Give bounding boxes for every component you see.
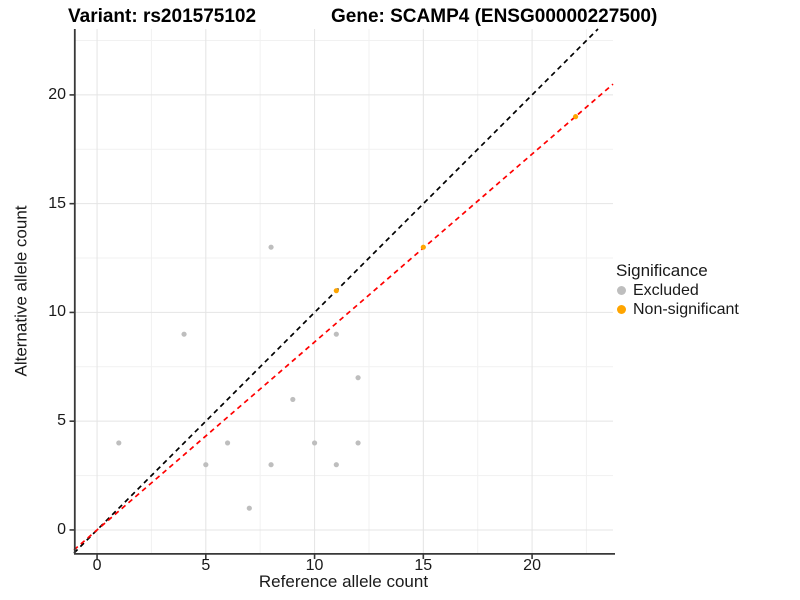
y-tick-label: 10 <box>48 303 66 321</box>
data-point-excluded <box>268 244 274 250</box>
x-tick-label: 0 <box>92 557 102 574</box>
non-significant-dot-icon <box>617 305 626 314</box>
y-tick-label: 0 <box>57 520 66 538</box>
data-point-non-significant <box>572 114 579 120</box>
x-axis-title: Reference allele count <box>258 572 429 591</box>
y-axis-title-box: Alternative allele count <box>0 29 44 553</box>
data-point-excluded <box>203 462 209 468</box>
data-point-excluded <box>355 440 361 446</box>
x-tick-label: 15 <box>414 557 433 574</box>
y-tick-label: 20 <box>48 85 66 103</box>
y-axis-title: Alternative allele count <box>12 205 32 377</box>
data-point-excluded <box>333 462 339 468</box>
x-tick-label: 5 <box>201 557 211 574</box>
y-tick-label: 5 <box>57 412 66 430</box>
data-point-non-significant <box>333 288 339 294</box>
data-point-excluded <box>268 462 274 468</box>
legend-label-excluded: Excluded <box>633 281 699 299</box>
data-point-excluded <box>311 440 318 446</box>
data-point-excluded <box>246 505 252 511</box>
legend-item-excluded: Excluded <box>616 281 739 300</box>
excluded-dot-icon <box>617 286 626 295</box>
variant-title: Variant: rs201575102 <box>68 6 257 27</box>
data-point-excluded <box>224 440 231 446</box>
data-point-excluded <box>181 331 187 337</box>
data-point-excluded <box>355 375 361 381</box>
legend-item-non-significant: Non-significant <box>616 300 739 319</box>
x-tick-label: 20 <box>523 557 541 574</box>
plot-panel <box>69 28 615 559</box>
x-tick-label: 10 <box>305 557 324 574</box>
data-point-excluded <box>333 331 339 337</box>
data-point-excluded <box>290 396 296 403</box>
legend-label-non-significant: Non-significant <box>633 300 739 318</box>
data-point-excluded <box>116 440 122 446</box>
data-point-non-significant <box>420 244 426 250</box>
y-tick-label: 15 <box>48 194 66 212</box>
legend-title: Significance <box>616 261 708 280</box>
legend: Significance Excluded Non-significant <box>616 261 739 319</box>
gene-title: Gene: SCAMP4 (ENSG00000227500) <box>331 6 658 27</box>
fit-line <box>73 83 614 551</box>
